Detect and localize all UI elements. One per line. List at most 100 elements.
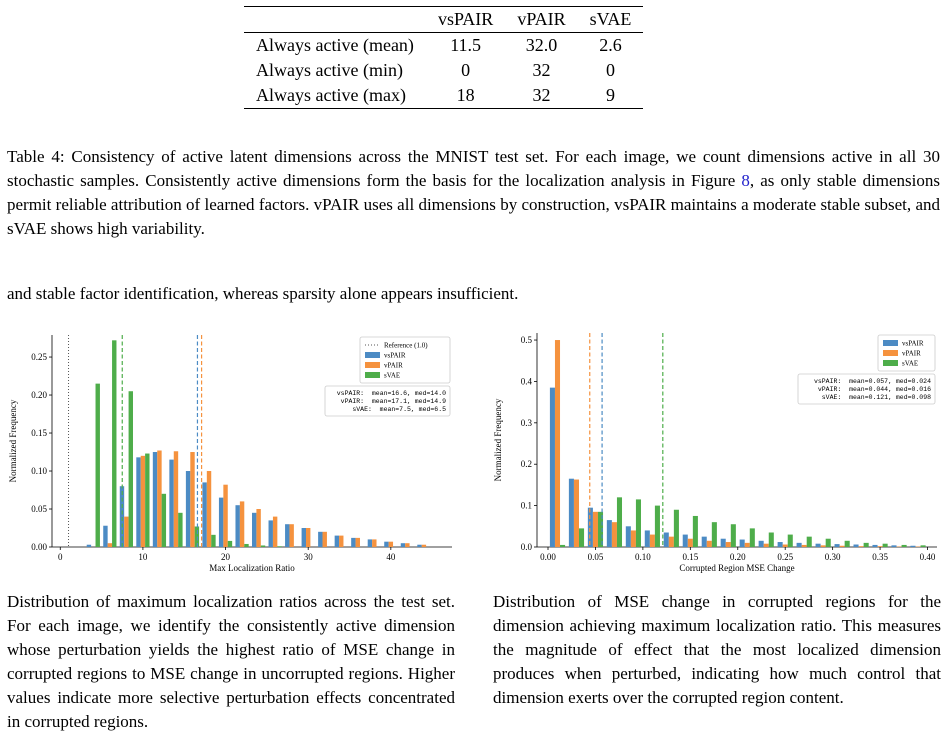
bar [206,471,212,547]
bar [400,543,406,547]
table-cell: Always active (min) [256,60,403,80]
bar [863,542,869,547]
bar [285,524,290,547]
caption-text: , as only stable dimensions permit relia… [7,171,941,238]
bar [256,509,261,547]
chart: 0.0 0.1 0.2 0.3 0.4 0.5 0.00 0.05 0.10 0.15 0.20 0.… [493,333,937,573]
bar [616,497,623,547]
bar [787,534,793,547]
bar [305,528,311,547]
bar [318,531,323,547]
legend-swatch [883,350,898,356]
bar [554,340,561,547]
bar [152,452,158,547]
bar [592,511,598,547]
bar [161,493,167,547]
legend-swatch [365,352,380,358]
bar [597,511,604,547]
x-tick-label: 0.00 [540,552,556,562]
table-cell: Always active (max) [256,85,406,105]
stats-text: vPAIR: mean=17.1, med=14.9 [341,398,446,405]
table-cell: 32 [532,60,551,80]
bar [815,543,821,547]
legend-label: vsPAIR [902,340,924,348]
stats-text: sVAE: mean=7.5, med=6.5 [352,406,446,413]
table-row: Always active (max) 18 32 9 [244,83,643,109]
table-cell: 0 [606,60,616,80]
bar [384,541,389,547]
legend-label: sVAE [384,372,400,380]
bar [606,520,612,547]
bar [136,457,141,547]
stats-text: vPAIR: mean=0.044, med=0.016 [818,386,931,393]
bar [891,545,897,547]
bar [635,499,641,547]
legend-box [359,336,451,384]
bar [405,543,410,547]
y-tick-label: 0.0 [521,542,533,552]
bar [128,391,133,547]
bar [112,340,117,547]
stats-box [324,385,451,417]
bar [211,534,216,547]
bar [744,542,750,547]
x-axis-label: Corrupted Region MSE Change [679,563,794,573]
table-cell: 18 [456,85,475,105]
bar [95,383,100,547]
bar [611,522,617,547]
bar [630,530,636,547]
table-cell: 0 [461,60,471,80]
legend-label: sVAE [902,360,918,368]
y-tick-label: 0.3 [521,418,533,428]
bar [568,478,574,547]
stats-box [797,373,936,405]
bar [268,520,273,547]
bar [244,543,249,547]
bar [806,536,812,547]
legend-swatch [365,362,380,368]
figure-ref[interactable]: 8 [741,171,750,190]
header-cell [244,7,426,33]
bar [801,544,807,547]
y-tick-label: 0.4 [521,376,533,386]
bar [218,497,224,547]
x-tick-label: 10 [138,552,148,562]
bar [692,515,698,547]
bar [334,535,340,547]
bar [853,544,859,547]
bar [649,534,655,547]
bar [272,516,278,547]
bar [749,528,755,547]
bar [920,545,926,547]
results-table: vsPAIR vPAIR sVAE Always active (mean) 11… [244,6,644,109]
bar [820,545,826,547]
header-cell: vsPAIR [437,9,494,29]
bar [86,544,92,547]
bar [796,542,802,547]
bar [782,544,788,547]
y-axis-label: Normalized Frequency [493,398,503,481]
legend-swatch [365,372,380,378]
bar [421,544,427,547]
bar [825,538,831,547]
x-tick-label: 0.25 [777,552,793,562]
table-cell: 9 [606,85,616,105]
bar [858,546,864,547]
bar [877,546,883,547]
bar [173,451,179,547]
x-tick-label: 30 [304,552,314,562]
x-tick-label: 0 [58,552,63,562]
x-tick-label: 0.30 [825,552,841,562]
bar [277,546,282,547]
legend-swatch [883,360,898,366]
bar [720,538,726,547]
bar [119,486,125,547]
bar [711,522,717,547]
bar [289,524,294,547]
bar [202,482,207,547]
bar [578,528,585,547]
bar [322,531,327,547]
bar [549,387,555,547]
bar [145,453,150,547]
